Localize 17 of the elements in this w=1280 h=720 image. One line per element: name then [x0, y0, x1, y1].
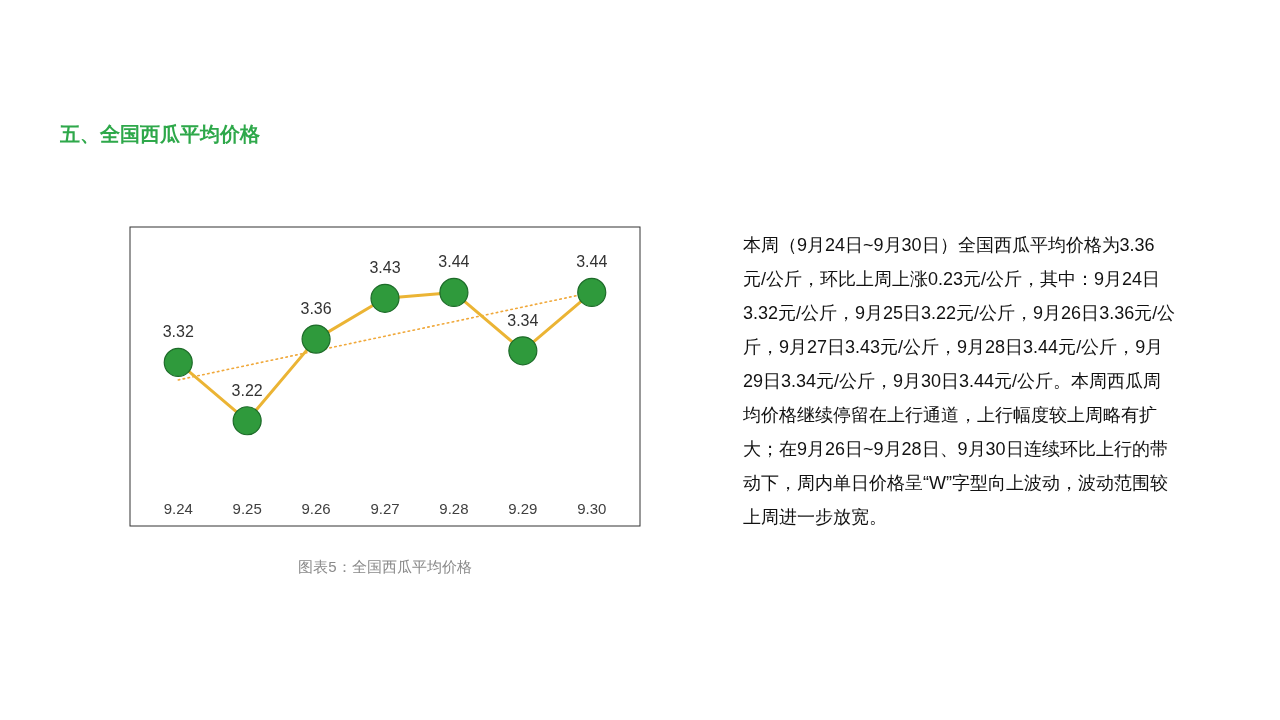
text: 本周（9月24日~9月30日）全国西瓜平均价格为3.36元/公斤，环比上周上涨0.23元/公斤，其中：9月24日3.32元/公斤，9月25日3.22元/公斤，9月26日3.36元/公斤，9月27日3.43元/公斤，9月28日3.44元/公斤，9月29日3.34元/公斤，9月30日3.44元/公斤。本周西瓜周均价格继续停留在上行通道，上行幅度较上周略有扩大；在9月26日~9月28日、9月30日连续环比上行的带动下，周内单日价格呈“W”字型向上波动，波动范围较上周进一步放宽。	[743, 235, 1176, 527]
x-tick-label: 9.24	[163, 500, 193, 517]
x-tick-label: 9.28	[439, 500, 469, 517]
x-tick-label: 9.27	[370, 500, 400, 517]
data-label: 3.32	[162, 323, 194, 341]
x-tick-label: 9.25	[232, 500, 262, 517]
data-label: 3.22	[231, 381, 263, 399]
data-label: 3.44	[576, 253, 608, 271]
data-label: 3.34	[507, 311, 539, 329]
chart-title: 五、全国西瓜平均价格	[60, 122, 260, 147]
x-tick-label: 9.26	[301, 500, 331, 517]
text: 图表5：全国西瓜平均价格	[297, 558, 473, 577]
x-tick-label: 9.30	[577, 500, 607, 517]
data-label: 3.36	[300, 300, 332, 318]
data-label: 3.43	[369, 259, 401, 277]
x-tick-label: 9.29	[508, 500, 538, 517]
data-label: 3.44	[438, 253, 470, 271]
